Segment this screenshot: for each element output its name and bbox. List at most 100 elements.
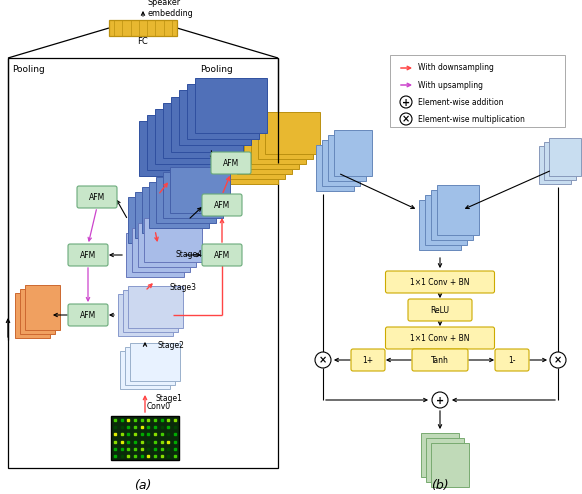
Bar (120, 351, 170, 389)
Bar (431, 190, 473, 240)
Text: Stage1: Stage1 (155, 394, 182, 403)
Text: +: + (402, 97, 410, 108)
Text: Tanh: Tanh (431, 356, 449, 365)
FancyBboxPatch shape (412, 349, 468, 371)
Text: 1-: 1- (508, 356, 516, 365)
Bar (147, 115, 219, 169)
Bar (156, 177, 216, 223)
Bar (142, 187, 202, 233)
Text: ×: × (554, 356, 562, 366)
Text: (a): (a) (134, 479, 152, 492)
Bar (549, 138, 581, 176)
Bar (155, 109, 227, 164)
Bar (426, 438, 464, 482)
Circle shape (400, 113, 412, 125)
Text: Element-wise addition: Element-wise addition (418, 97, 503, 107)
Text: ×: × (402, 115, 410, 124)
Text: ReLU: ReLU (431, 305, 449, 315)
Bar (431, 443, 469, 487)
Text: Stage3: Stage3 (169, 283, 196, 292)
FancyBboxPatch shape (385, 327, 495, 349)
Bar (187, 84, 259, 139)
Bar (316, 145, 354, 191)
Bar (170, 167, 230, 213)
FancyBboxPatch shape (385, 271, 495, 293)
Bar (163, 172, 223, 218)
Bar (111, 416, 179, 460)
Bar (138, 223, 196, 267)
Text: AFM: AFM (214, 250, 230, 259)
Bar (229, 137, 285, 179)
Bar (127, 286, 183, 328)
Bar (139, 121, 211, 175)
Text: +: + (436, 396, 444, 406)
Text: Pooling: Pooling (12, 66, 45, 75)
Bar (163, 102, 235, 158)
FancyBboxPatch shape (202, 244, 242, 266)
FancyBboxPatch shape (202, 194, 242, 216)
FancyBboxPatch shape (211, 152, 251, 174)
FancyBboxPatch shape (495, 349, 529, 371)
Text: Stage4: Stage4 (176, 250, 203, 259)
Text: AFM: AFM (89, 193, 105, 202)
Bar (122, 290, 178, 332)
Bar (109, 20, 177, 36)
Bar (125, 347, 175, 385)
Bar (419, 200, 461, 250)
Bar (328, 135, 366, 181)
Bar (539, 146, 571, 184)
Bar (126, 233, 184, 277)
Bar (24, 285, 59, 329)
FancyBboxPatch shape (68, 244, 108, 266)
Text: 1×1 Conv + BN: 1×1 Conv + BN (410, 278, 470, 287)
Circle shape (550, 352, 566, 368)
Text: (b): (b) (431, 479, 449, 492)
Bar (15, 292, 49, 337)
Bar (135, 192, 195, 238)
Text: AFM: AFM (214, 201, 230, 209)
Text: Element-wise multiplication: Element-wise multiplication (418, 115, 525, 124)
Bar (390, 55, 565, 127)
FancyBboxPatch shape (68, 304, 108, 326)
Text: Conv0: Conv0 (147, 402, 171, 411)
Bar (118, 294, 172, 336)
Bar (437, 185, 479, 235)
Bar (322, 140, 360, 186)
Bar (222, 142, 278, 184)
Text: Stage2: Stage2 (157, 341, 184, 350)
Bar (544, 142, 576, 180)
Bar (250, 122, 306, 164)
Text: Pooling: Pooling (200, 66, 233, 75)
Bar (421, 433, 459, 477)
Text: With upsampling: With upsampling (418, 81, 483, 89)
FancyBboxPatch shape (77, 186, 117, 208)
Circle shape (315, 352, 331, 368)
Bar (144, 218, 202, 262)
Bar (236, 132, 292, 174)
Text: With downsampling: With downsampling (418, 64, 494, 73)
Bar (243, 127, 299, 169)
Text: AFM: AFM (80, 311, 96, 320)
Text: FC: FC (137, 38, 148, 46)
Bar (130, 343, 180, 381)
Circle shape (400, 96, 412, 108)
Bar (171, 96, 243, 152)
Bar (257, 117, 313, 159)
Bar (132, 228, 190, 272)
Circle shape (432, 392, 448, 408)
Text: 1×1 Conv + BN: 1×1 Conv + BN (410, 333, 470, 342)
Bar (128, 197, 188, 243)
Bar (179, 90, 251, 146)
Bar (149, 182, 209, 228)
Text: ×: × (319, 356, 327, 366)
Bar (195, 79, 267, 133)
Bar (8, 58, 278, 468)
Text: AFM: AFM (80, 250, 96, 259)
Bar (334, 130, 372, 176)
Bar (20, 288, 55, 333)
FancyBboxPatch shape (351, 349, 385, 371)
Text: Speaker
embedding: Speaker embedding (147, 0, 193, 18)
Text: 1+: 1+ (363, 356, 374, 365)
FancyBboxPatch shape (408, 299, 472, 321)
Bar (264, 112, 320, 154)
